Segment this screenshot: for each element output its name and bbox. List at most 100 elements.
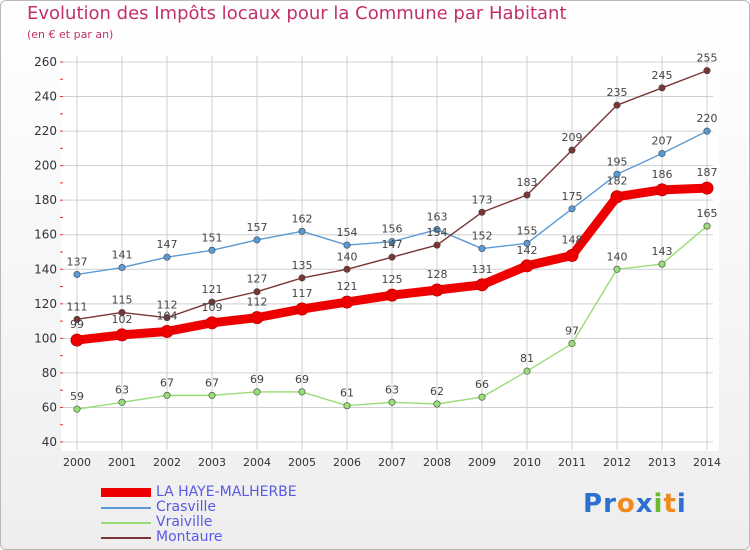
data-label: 69 <box>295 373 309 386</box>
data-point <box>478 393 486 401</box>
legend-label: Crasville <box>156 499 216 515</box>
data-point <box>388 253 396 261</box>
data-label: 121 <box>202 283 223 296</box>
data-label: 165 <box>697 207 718 220</box>
data-point <box>385 288 399 302</box>
data-label: 156 <box>382 223 403 236</box>
legend-label: LA HAYE-MALHERBE <box>156 484 297 500</box>
data-point <box>160 324 174 338</box>
data-point <box>205 316 219 330</box>
data-point <box>658 150 666 158</box>
plot-area <box>61 56 719 451</box>
data-label: 67 <box>205 376 219 389</box>
data-label: 151 <box>202 231 223 244</box>
x-tick-label: 2012 <box>603 456 631 469</box>
legend-swatch <box>101 507 151 509</box>
data-point <box>163 314 171 322</box>
y-tick-label: 160 <box>34 228 57 242</box>
data-point <box>298 388 306 396</box>
data-point <box>565 248 579 262</box>
y-tick-label: 100 <box>34 331 57 345</box>
data-label: 97 <box>565 325 579 338</box>
data-label: 63 <box>385 383 399 396</box>
legend-item: LA HAYE-MALHERBE <box>101 485 331 500</box>
y-tick-label: 80 <box>42 366 57 380</box>
data-label: 127 <box>247 273 268 286</box>
data-label: 61 <box>340 387 354 400</box>
data-point <box>253 388 261 396</box>
data-label: 69 <box>250 373 264 386</box>
data-point <box>520 259 534 273</box>
x-tick-label: 2007 <box>378 456 406 469</box>
data-point <box>118 264 126 272</box>
x-tick-label: 2008 <box>423 456 451 469</box>
data-point <box>568 340 576 348</box>
data-label: 163 <box>427 211 448 224</box>
data-point <box>430 283 444 297</box>
data-label: 112 <box>247 296 268 309</box>
data-point <box>433 241 441 249</box>
data-point <box>73 315 81 323</box>
data-point <box>658 84 666 92</box>
data-point <box>703 67 711 75</box>
data-point <box>478 208 486 216</box>
data-point <box>298 227 306 235</box>
data-point <box>343 402 351 410</box>
data-label: 112 <box>157 299 178 312</box>
x-tick-label: 2014 <box>693 456 721 469</box>
data-point <box>523 239 531 247</box>
data-label: 142 <box>517 244 538 257</box>
data-label: 131 <box>472 263 493 276</box>
chart-subtitle: (en € et par an) <box>27 28 114 41</box>
data-label: 147 <box>157 238 178 251</box>
data-label: 125 <box>382 273 403 286</box>
data-label: 59 <box>70 390 84 403</box>
chart-title: Evolution des Impôts locaux pour la Comm… <box>27 3 567 24</box>
data-point <box>568 146 576 154</box>
x-tick-label: 2001 <box>108 456 136 469</box>
y-tick-label: 180 <box>34 193 57 207</box>
x-tick-label: 2005 <box>288 456 316 469</box>
brand-letter: x <box>635 489 654 519</box>
data-point <box>118 398 126 406</box>
data-point <box>475 278 489 292</box>
data-label: 207 <box>652 135 673 148</box>
data-label: 255 <box>697 52 718 65</box>
data-label: 148 <box>562 233 583 246</box>
data-point <box>523 367 531 375</box>
data-point <box>388 238 396 246</box>
data-label: 186 <box>652 168 673 181</box>
data-label: 117 <box>292 287 313 300</box>
data-label: 128 <box>427 268 448 281</box>
data-label: 152 <box>472 230 493 243</box>
data-point <box>613 170 621 178</box>
data-point <box>73 270 81 278</box>
data-label: 220 <box>697 112 718 125</box>
legend-item: Montaure <box>101 530 331 545</box>
data-label: 140 <box>607 250 628 263</box>
data-label: 157 <box>247 221 268 234</box>
data-point <box>388 398 396 406</box>
legend-swatch <box>101 488 151 497</box>
data-label: 104 <box>157 309 178 322</box>
x-tick-label: 2006 <box>333 456 361 469</box>
data-point <box>433 400 441 408</box>
brand-letter: P <box>583 489 604 519</box>
y-tick-label: 60 <box>42 400 57 414</box>
y-tick-label: 140 <box>34 262 57 276</box>
data-label: 182 <box>607 175 628 188</box>
legend-item: Crasville <box>101 500 331 515</box>
data-label: 63 <box>115 383 129 396</box>
y-tick-label: 120 <box>34 297 57 311</box>
y-tick-label: 260 <box>34 55 57 69</box>
data-label: 99 <box>70 318 84 331</box>
data-label: 155 <box>517 224 538 237</box>
brand-letter: i <box>676 489 687 519</box>
y-tick-label: 40 <box>42 435 57 449</box>
data-point <box>298 274 306 282</box>
data-label: 141 <box>112 249 133 262</box>
data-label: 121 <box>337 280 358 293</box>
data-point <box>478 245 486 253</box>
